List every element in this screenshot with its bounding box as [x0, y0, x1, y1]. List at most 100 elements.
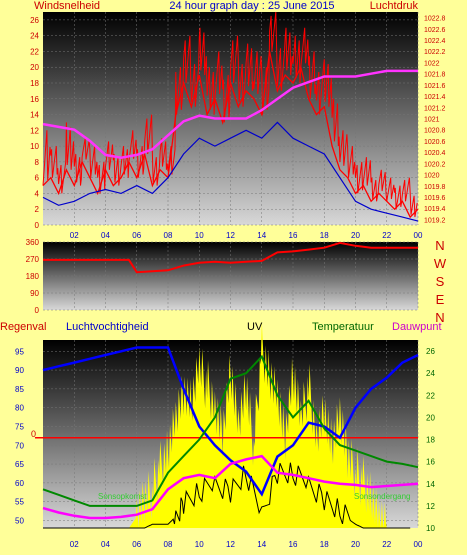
p2-left-tick: 360 [26, 238, 40, 247]
compass-letter-1: N [435, 238, 444, 253]
wind-direction-line [43, 241, 418, 274]
humidity-line [42, 346, 419, 497]
x-tick-label: 16 [289, 540, 298, 549]
x-tick-label: 20 [351, 231, 360, 240]
x-tick-label: 06 [132, 540, 141, 549]
x-tick-label: 18 [320, 231, 329, 240]
p3-right-tick: 20 [426, 413, 435, 422]
x-tick-label: 04 [101, 231, 110, 240]
p1-right-tick: 1021.2 [424, 105, 446, 112]
p3-right-tick: 16 [426, 458, 435, 467]
p1-right-tick: 1019.2 [424, 217, 446, 224]
p3-right-tick: 14 [426, 480, 435, 489]
p1-right-tick: 1020.8 [424, 128, 446, 135]
p2-left-tick: 0 [35, 306, 40, 315]
panel2-grid [43, 241, 419, 311]
p1-right-tick: 1020.6 [424, 139, 446, 146]
legend-humidity: Luchtvochtigheid [66, 321, 149, 333]
x-tick-label: 14 [257, 231, 266, 240]
wind-speed-line [42, 51, 419, 219]
p1-left-tick: 4 [35, 189, 40, 198]
p2-left-tick: 180 [26, 272, 40, 281]
x-tick-label: 02 [70, 231, 79, 240]
p1-right-tick: 1021 [424, 117, 440, 124]
p1-right-tick: 1021.4 [424, 94, 446, 101]
p3-left-tick: 55 [15, 498, 24, 507]
sunset-label: Sonsondergang [354, 492, 411, 501]
p1-right-tick: 1020 [424, 173, 440, 180]
p1-right-tick: 1022 [424, 60, 440, 67]
p1-left-tick: 16 [30, 95, 39, 104]
p1-left-tick: 12 [30, 126, 39, 135]
x-tick-label: 08 [164, 540, 173, 549]
wind-average-line [42, 121, 419, 222]
p3-left-tick: 70 [15, 441, 24, 450]
p3-left-tick: 85 [15, 385, 24, 394]
x-tick-label: 16 [289, 231, 298, 240]
p3-right-tick: 24 [426, 369, 435, 378]
p2-left-tick: 270 [26, 255, 40, 264]
p3-left-tick: 65 [15, 460, 24, 469]
p1-left-tick: 6 [35, 174, 40, 183]
p1-left-tick: 10 [30, 142, 39, 151]
compass-letter-4: E [436, 292, 445, 307]
compass-letter-5: N [435, 310, 444, 325]
pressure-line [42, 69, 418, 159]
x-tick-label: 00 [414, 540, 423, 549]
p1-right-tick: 1021.6 [424, 83, 446, 90]
x-tick-label: 10 [195, 231, 204, 240]
rain-zero-label: 0 [31, 429, 36, 439]
p3-left-tick: 95 [15, 347, 24, 356]
x-tick-label: 02 [70, 540, 79, 549]
x-tick-label: 06 [132, 231, 141, 240]
p3-right-tick: 26 [426, 347, 435, 356]
header-right-label: Luchtdruk [370, 0, 419, 12]
chart-title: 24 hour graph day : 25 June 2015 [169, 0, 334, 12]
p1-right-tick: 1021.8 [424, 72, 446, 79]
p1-left-tick: 26 [30, 16, 39, 25]
p3-right-tick: 10 [426, 524, 435, 533]
sunrise-label: Sonsopkomst [98, 492, 147, 501]
p1-right-tick: 1022.6 [424, 27, 446, 34]
p1-right-tick: 1022.2 [424, 49, 446, 56]
header-left-label: Windsnelheid [34, 0, 100, 12]
p3-left-tick: 90 [15, 366, 24, 375]
p1-right-tick: 1019.8 [424, 184, 446, 191]
panel3-series [35, 320, 419, 529]
p1-right-tick: 1019.4 [424, 206, 446, 213]
p3-right-tick: 18 [426, 436, 435, 445]
panel2-series [43, 241, 418, 274]
p2-left-tick: 90 [30, 289, 39, 298]
p3-right-tick: 22 [426, 391, 435, 400]
p1-left-tick: 2 [35, 205, 40, 214]
p1-left-tick: 22 [30, 47, 39, 56]
compass-letter-3: S [436, 274, 445, 289]
p1-left-tick: 0 [35, 221, 40, 230]
compass-letter-2: W [434, 256, 447, 271]
tick-labels: 024681012141618202224261019.21019.41019.… [15, 16, 446, 549]
legend-temperature: Temperatuur [312, 321, 374, 333]
p3-right-tick: 12 [426, 502, 435, 511]
panel1-series [42, 11, 419, 222]
x-tick-label: 04 [101, 540, 110, 549]
solar-radiation-area [43, 320, 418, 528]
p1-left-tick: 20 [30, 63, 39, 72]
p3-left-tick: 60 [15, 479, 24, 488]
p1-right-tick: 1022.8 [424, 16, 446, 23]
x-tick-label: 00 [414, 231, 423, 240]
p1-right-tick: 1020.2 [424, 161, 446, 168]
x-tick-label: 20 [351, 540, 360, 549]
legend-dewpoint: Dauwpunt [392, 321, 442, 333]
x-tick-label: 12 [226, 231, 235, 240]
p3-left-tick: 80 [15, 404, 24, 413]
p3-left-tick: 50 [15, 516, 24, 525]
x-tick-label: 14 [257, 540, 266, 549]
p1-right-tick: 1020.4 [424, 150, 446, 157]
p1-left-tick: 8 [35, 158, 40, 167]
p1-left-tick: 14 [30, 111, 39, 120]
dewpoint-line [42, 454, 419, 520]
p1-right-tick: 1022.4 [424, 38, 446, 45]
x-tick-label: 22 [382, 231, 391, 240]
x-tick-label: 12 [226, 540, 235, 549]
